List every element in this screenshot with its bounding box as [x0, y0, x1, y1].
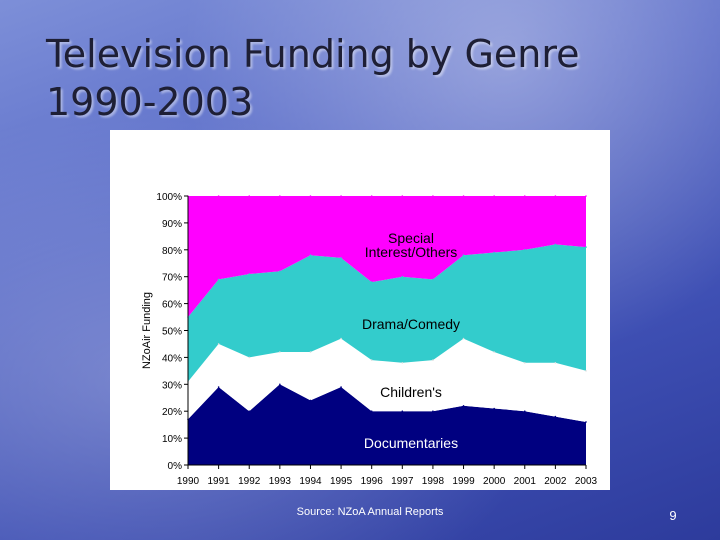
y-axis-title: NZoAir Funding — [141, 292, 153, 369]
area-special-interest-others — [188, 196, 586, 318]
area-documentaries — [188, 384, 586, 465]
data-point-drama-comedy-1999 — [462, 254, 465, 256]
chart-panel: 0% 10% 20% 30% 40% 50% 60% 70% 80% 90% 100% 1990 199… — [110, 130, 610, 490]
x-tick-label-1995: 1995 — [330, 476, 353, 487]
x-tick-label-2000: 2000 — [483, 476, 506, 487]
y-tick-label-9: 90% — [162, 219, 182, 230]
data-point-children-s-1995 — [340, 337, 342, 340]
data-point-special-interest-others-2001 — [523, 195, 526, 197]
data-point-children-s-1999 — [462, 337, 465, 340]
y-tick-label-7: 70% — [162, 273, 182, 284]
data-point-special-interest-others-1997 — [401, 195, 404, 197]
data-point-special-interest-others-1993 — [279, 195, 281, 197]
data-point-special-interest-others-1998 — [432, 195, 434, 197]
data-point-special-interest-others-1994 — [309, 195, 312, 197]
data-point-drama-comedy-1992 — [248, 273, 251, 275]
data-point-documentaries-2001 — [523, 410, 526, 413]
y-tick-label-0: 0% — [168, 461, 183, 472]
data-point-special-interest-others-1999 — [462, 195, 465, 197]
data-point-drama-comedy-1991 — [217, 278, 220, 281]
data-point-children-s-2003 — [585, 370, 587, 372]
x-tick-label-1998: 1998 — [422, 476, 445, 487]
data-point-documentaries-2002 — [554, 415, 557, 418]
data-point-children-s-2002 — [554, 361, 557, 364]
x-tick-label-2001: 2001 — [514, 476, 537, 487]
y-tick-label-10: 100% — [156, 192, 182, 203]
data-point-children-s-1994 — [309, 351, 312, 353]
series-label-documentaries: Documentaries — [364, 435, 458, 451]
series-label-drama-comedy: Drama/Comedy — [362, 316, 460, 332]
x-tick-label-1994: 1994 — [299, 476, 322, 487]
data-point-documentaries-1997 — [401, 410, 404, 413]
data-point-documentaries-2000 — [493, 407, 495, 410]
data-point-documentaries-1993 — [279, 383, 281, 386]
data-point-drama-comedy-1993 — [279, 270, 281, 273]
x-tick-label-2002: 2002 — [544, 476, 567, 487]
data-point-drama-comedy-2001 — [523, 249, 526, 251]
x-tick-label-1999: 1999 — [452, 476, 475, 487]
data-point-drama-comedy-1995 — [340, 257, 342, 259]
data-point-documentaries-1998 — [432, 410, 434, 413]
x-tick-label-1997: 1997 — [391, 476, 414, 487]
y-tick-label-5: 50% — [162, 327, 182, 338]
y-tick-label-2: 20% — [162, 407, 182, 418]
x-tick-label-1992: 1992 — [238, 476, 261, 487]
y-tick-label-8: 80% — [162, 246, 182, 257]
slide-title: Television Funding by Genre 1990-2003 — [46, 30, 686, 126]
data-point-documentaries-1999 — [462, 405, 465, 407]
source-note: Source: NZoA Annual Reports — [296, 506, 444, 518]
series-label-special-interest-others: Special — [388, 230, 434, 246]
data-point-children-s-1992 — [248, 356, 251, 359]
series-label-children-s: Children's — [380, 384, 442, 400]
x-tick-label-1991: 1991 — [207, 476, 230, 487]
series-label-special-interest-others-line-2: Interest/Others — [365, 244, 458, 260]
data-point-children-s-2001 — [523, 361, 526, 364]
y-tick-label-3: 30% — [162, 380, 182, 391]
data-point-children-s-2000 — [493, 351, 495, 353]
data-point-special-interest-others-2000 — [493, 195, 495, 197]
data-point-documentaries-1991 — [217, 386, 220, 388]
x-tick-label-1990: 1990 — [177, 476, 200, 487]
data-point-drama-comedy-2003 — [585, 246, 587, 248]
area-drama-comedy — [188, 244, 586, 382]
page-number: 9 — [669, 508, 677, 523]
stacked-area-chart: 0% 10% 20% 30% 40% 50% 60% 70% 80% 90% 100% 1990 199… — [141, 192, 598, 487]
data-point-documentaries-1996 — [370, 410, 373, 413]
data-point-drama-comedy-2002 — [554, 243, 557, 246]
data-point-children-s-1997 — [401, 361, 404, 364]
data-point-documentaries-2003 — [585, 421, 587, 423]
data-point-children-s-1993 — [279, 351, 281, 353]
data-point-children-s-1996 — [370, 359, 373, 361]
data-point-documentaries-1994 — [309, 399, 312, 402]
data-point-drama-comedy-1997 — [401, 275, 404, 278]
x-tick-label-1996: 1996 — [361, 476, 384, 487]
data-point-special-interest-others-1992 — [248, 195, 251, 197]
x-tick-label-1993: 1993 — [269, 476, 292, 487]
data-point-special-interest-others-1995 — [340, 195, 342, 197]
data-point-special-interest-others-1991 — [217, 195, 220, 197]
y-tick-label-4: 40% — [162, 353, 182, 364]
y-tick-label-1: 10% — [162, 434, 182, 445]
data-point-drama-comedy-1998 — [432, 278, 434, 281]
data-point-special-interest-others-2003 — [585, 195, 587, 197]
data-point-children-s-1998 — [432, 359, 434, 361]
data-point-drama-comedy-1994 — [309, 254, 312, 256]
data-point-drama-comedy-2000 — [493, 251, 495, 254]
data-point-drama-comedy-1996 — [370, 281, 373, 283]
data-point-documentaries-1995 — [340, 386, 342, 388]
data-point-children-s-1991 — [217, 343, 220, 345]
data-point-special-interest-others-1996 — [370, 195, 373, 197]
data-point-special-interest-others-2002 — [554, 195, 557, 197]
x-tick-label-2003: 2003 — [575, 476, 598, 487]
area-children-s — [188, 338, 586, 422]
slide-title-line-1: Television Funding by Genre — [46, 32, 580, 76]
slide-title-line-2: 1990-2003 — [46, 80, 254, 124]
data-point-documentaries-1992 — [248, 410, 251, 413]
y-tick-label-6: 60% — [162, 300, 182, 311]
